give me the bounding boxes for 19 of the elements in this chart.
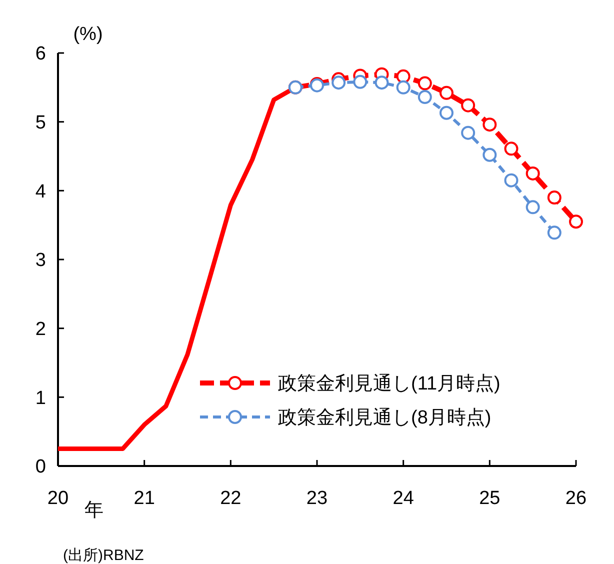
x-tick-label: 24 [392,488,414,509]
x-tick-label: 21 [134,488,155,509]
y-tick-label: 5 [35,112,46,134]
x-tick-label: 25 [479,488,500,509]
legend-label: 政策金利見通し(8月時点) [278,408,492,429]
y-tick-label: 0 [35,456,46,478]
y-tick-label: 3 [35,250,46,272]
x-tick-label: 23 [306,488,328,509]
y-tick-label: 1 [35,388,46,409]
y-tick-label: 6 [35,44,46,65]
text: (出所)RBNZ [63,547,144,564]
y-tick-label: 4 [35,181,46,202]
x-tick-label: 22 [220,488,242,509]
x-tick-label: 26 [565,488,587,509]
y-axis-title: (%) [73,24,103,45]
y-tick-label: 2 [35,318,46,340]
x-axis-title: 年 [84,500,104,521]
legend-label: 政策金利見通し(11月時点) [278,374,500,395]
x-tick-label: 20 [47,488,69,509]
